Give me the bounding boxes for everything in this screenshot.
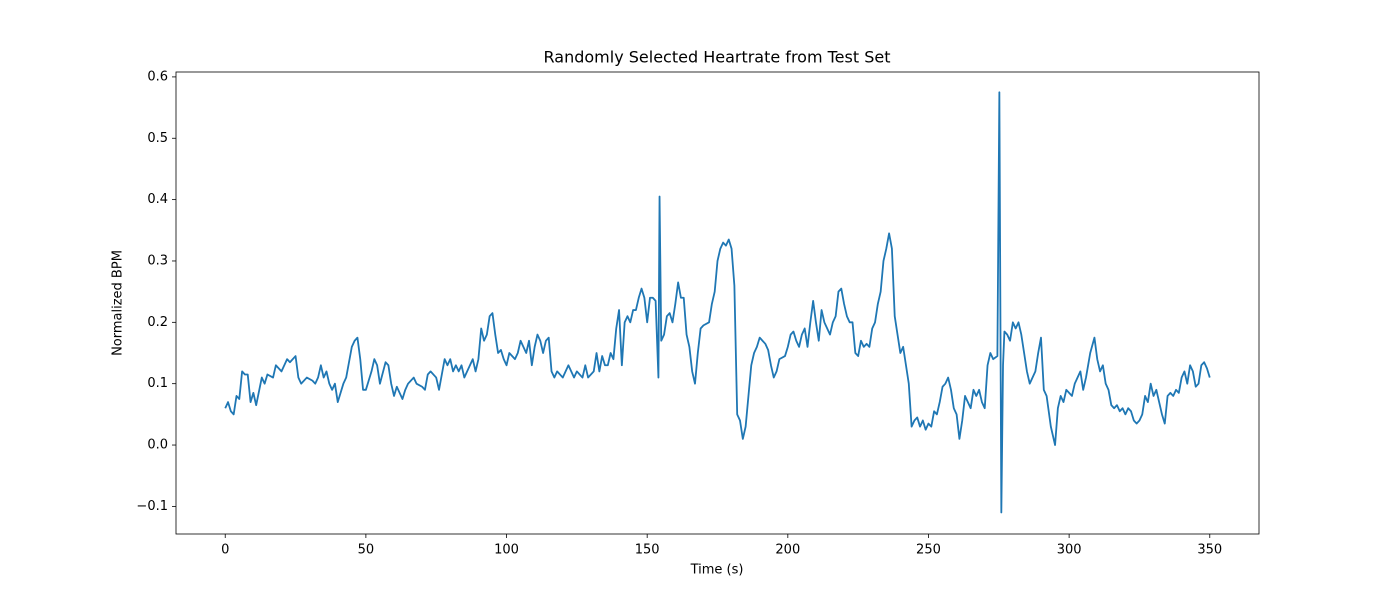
x-tick-label: 150: [635, 543, 660, 558]
y-axis-label: Normalized BPM: [111, 250, 126, 356]
x-axis-label: Time (s): [690, 563, 744, 578]
x-tick-label: 350: [1197, 543, 1222, 558]
y-tick-label: 0.2: [147, 315, 168, 330]
y-tick-label: 0.4: [147, 192, 168, 207]
y-tick-label: 0.5: [147, 131, 168, 146]
axes-frame: [175, 71, 1260, 535]
y-tick-label: 0.3: [147, 253, 168, 268]
x-tick-label: 300: [1057, 543, 1082, 558]
y-tick-label: 0.0: [147, 438, 168, 453]
data-line: [224, 91, 1211, 514]
x-tick-label: 200: [775, 543, 800, 558]
y-tick-label: 0.1: [147, 376, 168, 391]
x-tick-label: 0: [221, 543, 229, 558]
y-tick-label: 0.6: [147, 69, 168, 84]
chart-title: Randomly Selected Heartrate from Test Se…: [544, 48, 891, 67]
x-tick-label: 50: [358, 543, 375, 558]
x-tick-label: 100: [494, 543, 519, 558]
x-tick-label: 250: [916, 543, 941, 558]
y-tick-label: −0.1: [136, 499, 168, 514]
